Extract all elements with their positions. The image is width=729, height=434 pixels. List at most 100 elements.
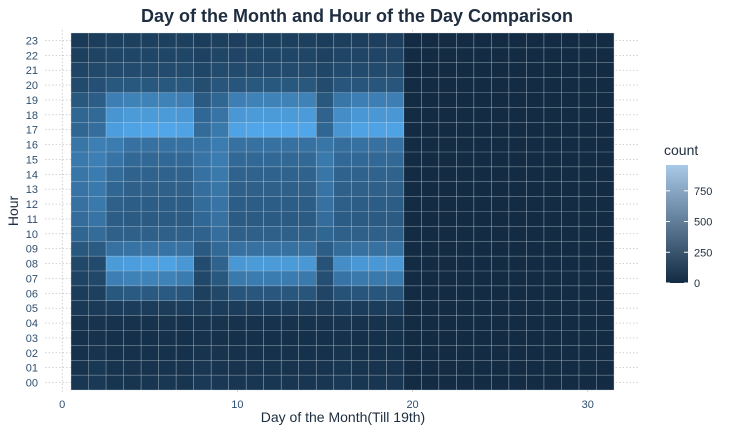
heatmap-cell-day20-hour08 (403, 256, 422, 271)
heatmap-cell-day26-hour02 (508, 345, 527, 361)
heatmap-cell-day20-hour19 (403, 92, 422, 108)
heatmap-cell-day16-hour14 (333, 166, 352, 182)
heatmap-cell-day24-hour09 (473, 241, 492, 257)
heatmap-cell-day15-hour12 (316, 196, 334, 212)
heatmap-cell-day25-hour09 (491, 241, 509, 257)
heatmap-cell-day3-hour20 (106, 77, 124, 93)
heatmap-cell-day10-hour03 (228, 330, 247, 346)
y-tick-label-12: 12 (26, 199, 38, 211)
heatmap-cell-day16-hour20 (333, 77, 352, 93)
heatmap-cell-day26-hour04 (508, 315, 527, 331)
heatmap-cell-day3-hour05 (106, 300, 124, 316)
heatmap-cell-day31-hour04 (596, 315, 614, 331)
heatmap-cell-day11-hour20 (246, 77, 264, 93)
heatmap-cell-day2-hour05 (88, 300, 107, 316)
heatmap-cell-day2-hour12 (88, 196, 107, 212)
heatmap-cell-day18-hour04 (368, 315, 387, 331)
heatmap-cell-day18-hour17 (368, 122, 387, 138)
heatmap-cell-day10-hour06 (228, 285, 247, 301)
heatmap-cell-day18-hour20 (368, 77, 387, 93)
heatmap-cell-day26-hour22 (508, 47, 527, 63)
heatmap-cell-day28-hour04 (543, 315, 562, 331)
heatmap-cell-day3-hour02 (106, 345, 124, 361)
heatmap-cell-day23-hour05 (456, 300, 474, 316)
heatmap-cell-day16-hour13 (333, 181, 352, 197)
heatmap-cell-day3-hour06 (106, 285, 124, 301)
heatmap-cell-day21-hour00 (421, 375, 439, 390)
heatmap-cell-day17-hour23 (351, 33, 369, 48)
heatmap-cell-day27-hour15 (526, 152, 544, 167)
heatmap-cell-day26-hour13 (508, 181, 527, 197)
heatmap-cell-day18-hour15 (368, 152, 387, 167)
heatmap-cell-day16-hour00 (333, 375, 352, 390)
heatmap-cell-day29-hour15 (561, 152, 579, 167)
heatmap-cell-day7-hour13 (176, 181, 194, 197)
heatmap-cell-day1-hour07 (71, 271, 89, 286)
heatmap-cell-day17-hour07 (351, 271, 369, 286)
heatmap-cell-day24-hour11 (473, 211, 492, 227)
heatmap-cell-day6-hour16 (158, 137, 177, 152)
heatmap-cell-day13-hour23 (281, 33, 299, 48)
heatmap-cell-day11-hour07 (246, 271, 264, 286)
heatmap-cell-day25-hour05 (491, 300, 509, 316)
heatmap-cell-day12-hour17 (263, 122, 282, 138)
heatmap-cell-day30-hour14 (578, 166, 597, 182)
heatmap-cell-day4-hour20 (123, 77, 142, 93)
heatmap-cell-day13-hour09 (281, 241, 299, 257)
heatmap-cell-day4-hour14 (123, 166, 142, 182)
heatmap-cell-day18-hour05 (368, 300, 387, 316)
heatmap-cell-day6-hour21 (158, 62, 177, 78)
heatmap-cell-day24-hour00 (473, 375, 492, 390)
heatmap-cell-day18-hour22 (368, 47, 387, 63)
heatmap-cell-day28-hour02 (543, 345, 562, 361)
heatmap-cell-day7-hour15 (176, 152, 194, 167)
heatmap-cell-day10-hour18 (228, 107, 247, 123)
heatmap-cell-day24-hour05 (473, 300, 492, 316)
heatmap-cell-day2-hour14 (88, 166, 107, 182)
heatmap-cell-day13-hour22 (281, 47, 299, 63)
heatmap-cell-day12-hour13 (263, 181, 282, 197)
heatmap-cell-day25-hour15 (491, 152, 509, 167)
heatmap-cell-day31-hour19 (596, 92, 614, 108)
heatmap-cell-day23-hour06 (456, 285, 474, 301)
heatmap-cell-day6-hour03 (158, 330, 177, 346)
heatmap-cell-day26-hour18 (508, 107, 527, 123)
heatmap-cell-day10-hour23 (228, 33, 247, 48)
heatmap-cell-day2-hour09 (88, 241, 107, 257)
heatmap-cell-day31-hour23 (596, 33, 614, 48)
heatmap-cell-day2-hour23 (88, 33, 107, 48)
heatmap-cell-day21-hour21 (421, 62, 439, 78)
heatmap-cell-day22-hour06 (438, 285, 457, 301)
heatmap-cell-day17-hour21 (351, 62, 369, 78)
heatmap-cell-day6-hour17 (158, 122, 177, 138)
heatmap-cell-day12-hour14 (263, 166, 282, 182)
heatmap-cell-day9-hour18 (211, 107, 229, 123)
heatmap-cell-day29-hour06 (561, 285, 579, 301)
heatmap-cell-day12-hour00 (263, 375, 282, 390)
x-axis-title: Day of the Month(Till 19th) (261, 409, 425, 425)
heatmap-cell-day31-hour21 (596, 62, 614, 78)
heatmap-cell-day1-hour06 (71, 285, 89, 301)
heatmap-cell-day31-hour18 (596, 107, 614, 123)
heatmap-cell-day24-hour06 (473, 285, 492, 301)
heatmap-cell-day7-hour23 (176, 33, 194, 48)
heatmap-cell-day27-hour11 (526, 211, 544, 227)
heatmap-cell-day8-hour21 (193, 62, 212, 78)
heatmap-cell-day22-hour01 (438, 360, 457, 376)
heatmap-cell-day27-hour16 (526, 137, 544, 152)
heatmap-cell-day18-hour06 (368, 285, 387, 301)
heatmap-cell-day29-hour13 (561, 181, 579, 197)
heatmap-cell-day10-hour21 (228, 62, 247, 78)
heatmap-cell-day21-hour22 (421, 47, 439, 63)
heatmap-cell-day5-hour21 (141, 62, 159, 78)
heatmap-cell-day5-hour05 (141, 300, 159, 316)
heatmap-cell-day22-hour05 (438, 300, 457, 316)
y-tick-label-07: 07 (26, 273, 38, 285)
heatmap-cell-day26-hour14 (508, 166, 527, 182)
heatmap-cell-day28-hour23 (543, 33, 562, 48)
heatmap-cell-day20-hour18 (403, 107, 422, 123)
heatmap-cell-day23-hour07 (456, 271, 474, 286)
heatmap-cell-day8-hour07 (193, 271, 212, 286)
heatmap-cell-day8-hour10 (193, 226, 212, 242)
y-tick-label-10: 10 (26, 229, 38, 241)
